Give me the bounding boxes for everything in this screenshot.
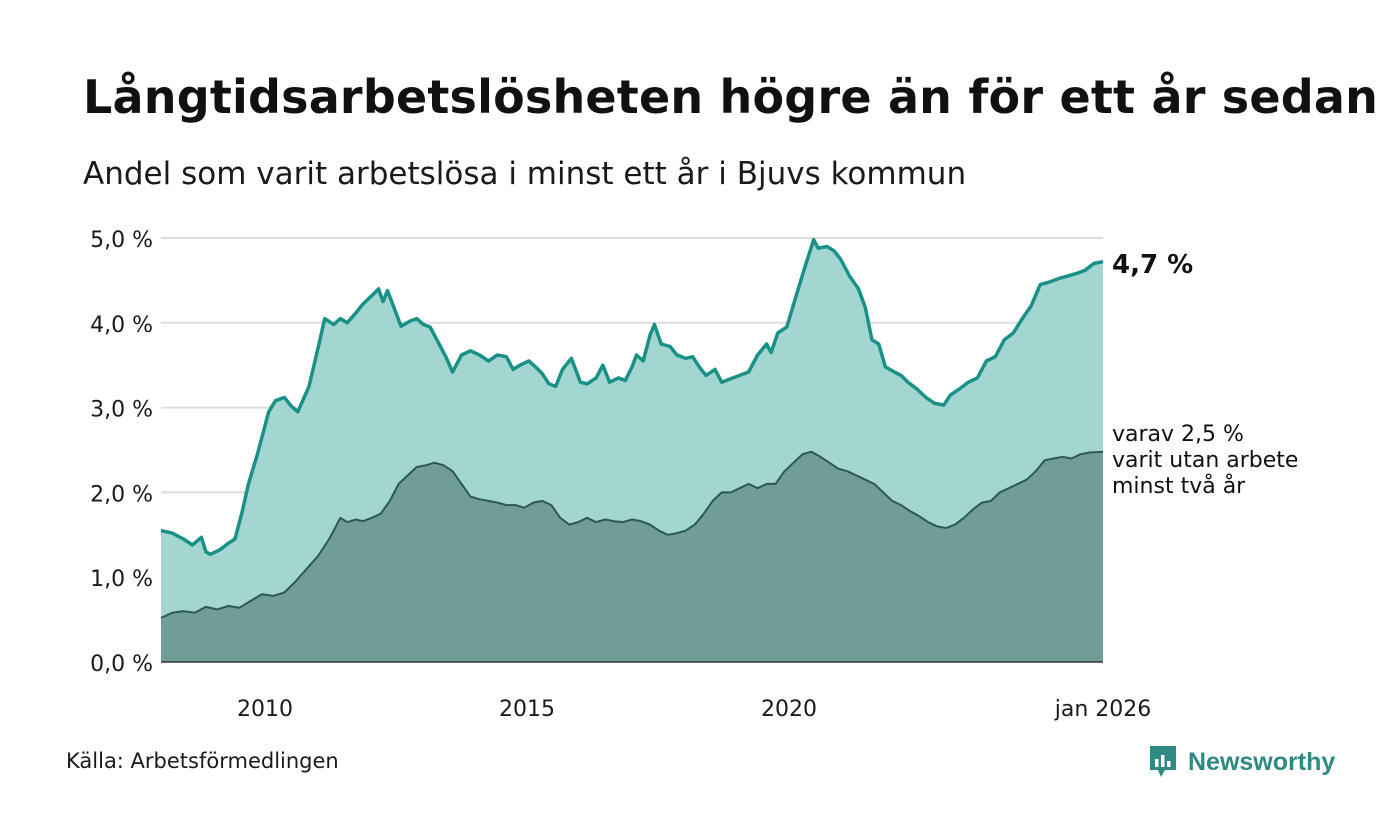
series-line-sub bbox=[160, 450, 1104, 619]
end-label-main: 4,7 % bbox=[1112, 250, 1193, 280]
x-tick-label: 2015 bbox=[499, 697, 555, 722]
y-tick-label: 2,0 % bbox=[90, 482, 153, 507]
chart-title: Långtidsarbetslösheten högre än för ett … bbox=[83, 70, 1379, 124]
y-tick-label: 4,0 % bbox=[90, 313, 153, 338]
newsworthy-logo-icon bbox=[1150, 746, 1176, 777]
x-tick-label: 2020 bbox=[761, 697, 817, 722]
y-tick-label: 1,0 % bbox=[90, 567, 153, 592]
brand-logo[interactable]: Newsworthy bbox=[1148, 742, 1335, 782]
source-note: Källa: Arbetsförmedlingen bbox=[66, 749, 339, 773]
end-label-sub: minst två år bbox=[1112, 473, 1246, 499]
y-tick-label: 5,0 % bbox=[90, 228, 153, 253]
end-label-sub: varit utan arbete bbox=[1112, 448, 1298, 473]
x-tick-label: 2010 bbox=[237, 697, 293, 722]
area-sub bbox=[161, 451, 1103, 662]
chart-subtitle: Andel som varit arbetslösa i minst ett å… bbox=[83, 156, 967, 192]
y-tick-label: 3,0 % bbox=[90, 398, 153, 423]
x-tick-label: jan 2026 bbox=[1054, 697, 1152, 722]
brand-name: Newsworthy bbox=[1188, 747, 1336, 776]
y-tick-label: 0,0 % bbox=[90, 652, 153, 677]
series-line-main bbox=[160, 237, 1104, 557]
end-label-sub: varav 2,5 % bbox=[1112, 422, 1244, 447]
